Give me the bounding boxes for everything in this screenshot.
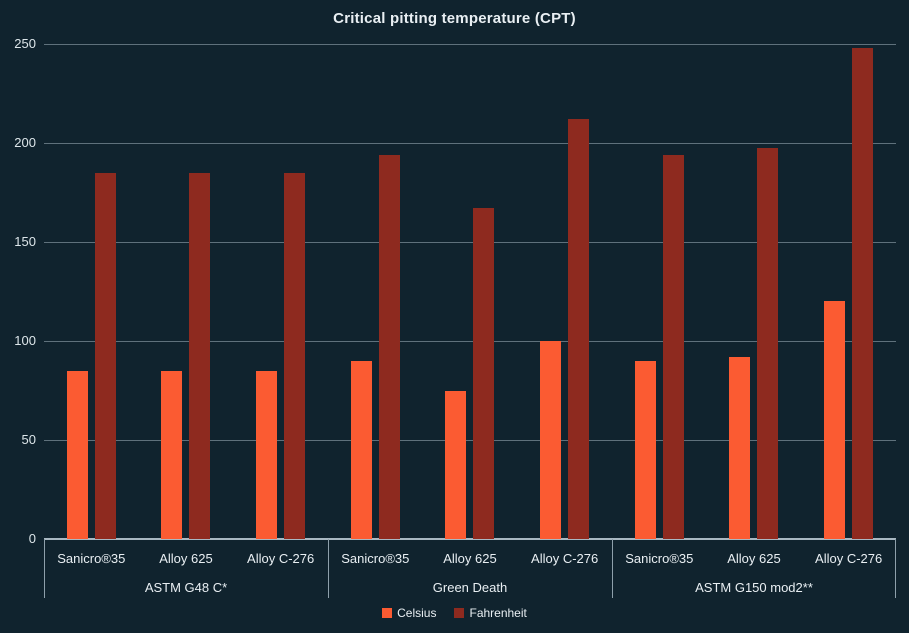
bar-celsius bbox=[729, 356, 751, 539]
y-tick-label: 200 bbox=[14, 135, 36, 150]
category-label: Alloy C-276 bbox=[815, 551, 883, 566]
bar-celsius bbox=[824, 301, 846, 539]
bar-fahrenheit bbox=[852, 47, 874, 539]
bar-celsius bbox=[350, 360, 372, 539]
bar-fahrenheit bbox=[568, 119, 590, 539]
gridline bbox=[44, 341, 896, 342]
bar-celsius bbox=[256, 370, 278, 539]
category-label: Sanicro®35 bbox=[625, 551, 694, 566]
bar-pair bbox=[707, 44, 802, 539]
plot-area bbox=[44, 44, 896, 540]
gridline bbox=[44, 143, 896, 144]
bar-pair bbox=[44, 44, 139, 539]
gridline bbox=[44, 44, 896, 45]
group-label: Green Death bbox=[432, 580, 508, 595]
y-tick-label: 0 bbox=[28, 531, 36, 546]
bar-pair bbox=[517, 44, 612, 539]
category-label: Alloy C-276 bbox=[247, 551, 315, 566]
legend-swatch-icon bbox=[382, 608, 393, 618]
legend-item-fahrenheit: Fahrenheit bbox=[454, 606, 527, 620]
gridline bbox=[44, 440, 896, 441]
bar-pair bbox=[328, 44, 423, 539]
y-tick-label: 150 bbox=[14, 234, 36, 249]
bar-fahrenheit bbox=[473, 208, 495, 539]
legend-swatch-icon bbox=[454, 608, 465, 618]
bar-celsius bbox=[634, 360, 656, 539]
legend: Celsius Fahrenheit bbox=[0, 606, 909, 620]
bar-fahrenheit bbox=[757, 147, 779, 539]
legend-item-celsius: Celsius bbox=[382, 606, 436, 620]
bar-pair bbox=[801, 44, 896, 539]
bar-pair bbox=[612, 44, 707, 539]
axis-divider bbox=[328, 539, 329, 598]
y-tick-label: 50 bbox=[21, 432, 36, 447]
bar-pair bbox=[423, 44, 518, 539]
category-label: Alloy 625 bbox=[443, 551, 497, 566]
group-label: ASTM G150 mod2** bbox=[695, 580, 813, 595]
bar-celsius bbox=[445, 390, 467, 539]
y-tick-label: 250 bbox=[14, 36, 36, 51]
bar-fahrenheit bbox=[189, 172, 211, 539]
category-label: Alloy C-276 bbox=[531, 551, 599, 566]
category-label: Alloy 625 bbox=[727, 551, 781, 566]
x-axis-line bbox=[44, 538, 896, 540]
bar-pair bbox=[233, 44, 328, 539]
bar-pair bbox=[139, 44, 234, 539]
bar-celsius bbox=[66, 370, 88, 539]
chart-title: Critical pitting temperature (CPT) bbox=[333, 10, 576, 27]
axis-divider bbox=[895, 539, 896, 598]
group-label: ASTM G48 C* bbox=[144, 580, 228, 595]
category-label: Sanicro®35 bbox=[57, 551, 126, 566]
category-label: Sanicro®35 bbox=[341, 551, 410, 566]
category-label: Alloy 625 bbox=[159, 551, 213, 566]
bar-fahrenheit bbox=[662, 154, 684, 539]
bar-fahrenheit bbox=[284, 172, 306, 539]
axis-divider bbox=[44, 539, 45, 598]
bar-celsius bbox=[540, 341, 562, 539]
bar-fahrenheit bbox=[378, 154, 400, 539]
legend-label: Celsius bbox=[397, 606, 437, 620]
bar-celsius bbox=[161, 370, 183, 539]
axis-divider bbox=[612, 539, 613, 598]
bar-fahrenheit bbox=[94, 172, 116, 539]
legend-label: Fahrenheit bbox=[469, 606, 527, 620]
y-tick-label: 100 bbox=[14, 333, 36, 348]
gridline bbox=[44, 242, 896, 243]
